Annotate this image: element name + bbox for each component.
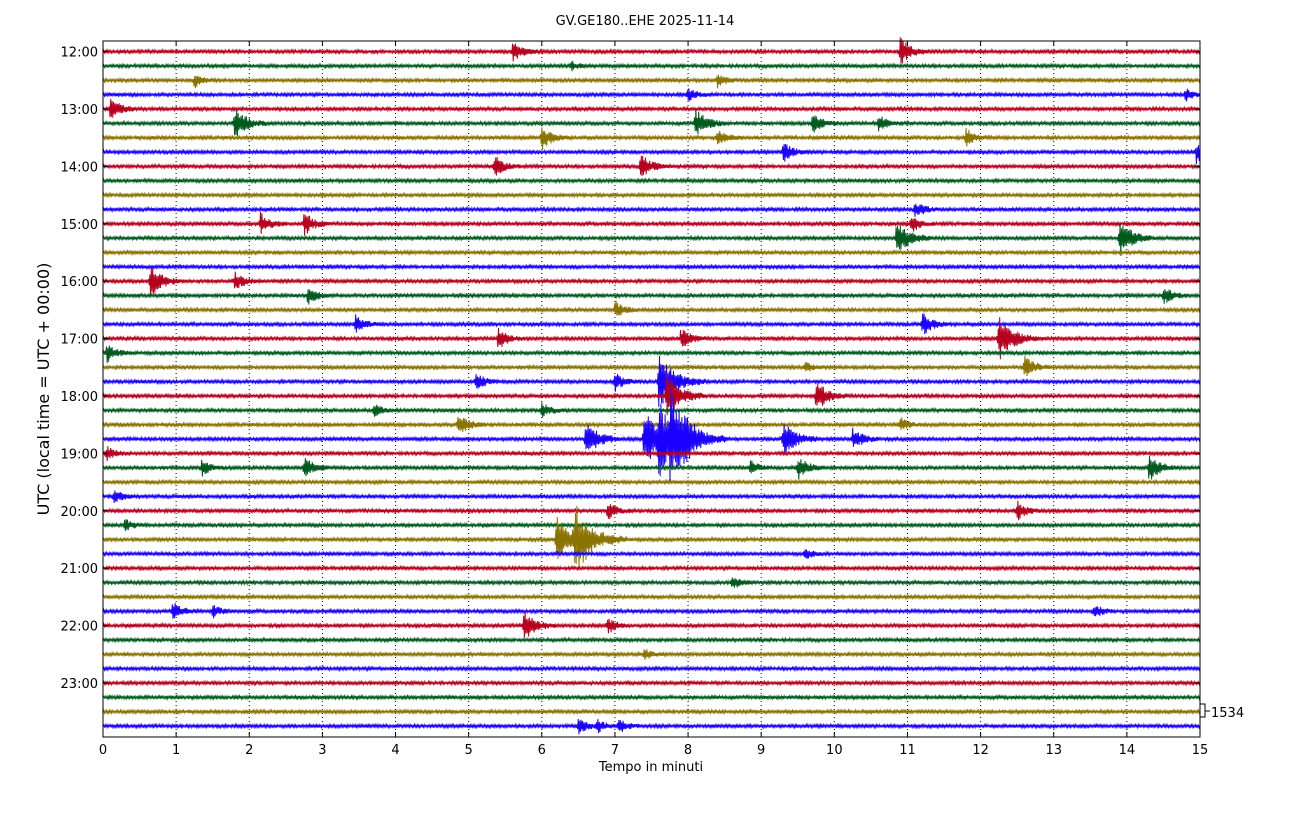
seismic-trace	[102, 636, 1201, 644]
seismic-trace	[102, 248, 1201, 257]
seismic-trace	[102, 203, 1201, 217]
seismic-trace	[102, 211, 1201, 236]
x-tick-label: 10	[826, 743, 843, 758]
y-tick-label: 21:00	[61, 562, 98, 577]
seismic-trace	[102, 345, 1201, 363]
seismic-trace	[102, 665, 1201, 673]
seismic-trace	[102, 98, 1201, 118]
x-tick-label: 8	[684, 743, 692, 758]
seismic-trace	[102, 88, 1201, 102]
x-ticks: 0 1 2 3 4 5 6 7 8 9 10 11 12 13 14 15	[99, 41, 1208, 758]
seismic-trace	[102, 505, 1201, 568]
y-tick-label: 16:00	[61, 275, 98, 290]
grid-lines	[175, 41, 1128, 737]
y-tick-label: 17:00	[61, 333, 98, 348]
scale-label: 1534	[1211, 706, 1244, 721]
y-tick-label: 22:00	[61, 620, 98, 635]
seismic-trace	[102, 549, 1201, 559]
x-tick-label: 2	[245, 743, 253, 758]
seismic-trace	[102, 355, 1201, 407]
scale-bar: 1534	[1199, 703, 1244, 721]
seismic-trace	[102, 649, 1201, 660]
seismic-trace	[102, 577, 1201, 588]
seismic-trace	[102, 355, 1201, 377]
seismic-trace	[102, 718, 1201, 735]
y-ticks: 12:00 13:00 14:00 15:00 16:00 17:00 18:00 19:00…	[61, 46, 1200, 692]
plot-frame	[102, 40, 1201, 738]
x-tick-label: 15	[1192, 743, 1209, 758]
seismic-trace	[102, 155, 1201, 177]
seismic-trace	[102, 478, 1201, 486]
seismic-trace	[102, 679, 1201, 687]
scale-bracket	[1199, 703, 1206, 718]
seismic-trace	[102, 37, 1201, 64]
seismic-trace	[102, 74, 1201, 89]
seismic-trace	[102, 263, 1201, 271]
x-tick-label: 13	[1045, 743, 1062, 758]
seismic-trace	[102, 693, 1201, 701]
x-tick-label: 14	[1119, 743, 1136, 758]
seismic-trace	[102, 127, 1201, 150]
seismic-trace	[102, 60, 1201, 72]
seismic-trace	[102, 519, 1201, 532]
y-axis-label: UTC (local time = UTC + 00:00)	[34, 263, 53, 516]
seismic-trace	[102, 317, 1201, 360]
x-tick-label: 12	[972, 743, 989, 758]
x-tick-label: 6	[538, 743, 546, 758]
y-tick-label: 18:00	[61, 390, 98, 405]
chart-title: GV.GE180..EHE 2025-11-14	[556, 14, 735, 29]
seismic-trace	[102, 490, 1201, 503]
seismic-trace	[102, 313, 1201, 335]
seismic-trace	[102, 602, 1201, 619]
x-tick-label: 1	[172, 743, 180, 758]
y-tick-label: 23:00	[61, 677, 98, 692]
x-tick-label: 4	[391, 743, 399, 758]
seismic-trace	[102, 455, 1201, 480]
seismic-trace	[102, 191, 1201, 199]
y-tick-label: 19:00	[61, 447, 98, 462]
seismic-trace	[102, 402, 1201, 418]
seismic-trace	[102, 373, 1201, 416]
seismic-trace	[102, 288, 1201, 305]
seismic-trace	[102, 143, 1201, 165]
seismic-trace	[102, 267, 1201, 297]
x-tick-label: 7	[611, 743, 619, 758]
seismic-trace	[102, 300, 1201, 316]
x-axis-label: Tempo in minuti	[598, 760, 703, 775]
seismic-trace	[102, 500, 1201, 521]
seismic-trace	[102, 446, 1201, 461]
seismic-trace	[102, 564, 1201, 572]
x-tick-label: 9	[757, 743, 765, 758]
y-tick-label: 20:00	[61, 505, 98, 520]
seismic-trace	[102, 108, 1201, 137]
x-tick-label: 0	[99, 743, 107, 758]
seismic-trace	[102, 177, 1201, 185]
seismic-trace	[102, 708, 1201, 716]
seismic-trace	[102, 221, 1201, 256]
x-tick-label: 5	[465, 743, 473, 758]
x-tick-label: 11	[899, 743, 916, 758]
y-tick-label: 13:00	[61, 103, 98, 118]
y-tick-label: 15:00	[61, 218, 98, 233]
trace-group	[102, 37, 1201, 735]
seismic-trace	[102, 387, 1201, 483]
y-tick-label: 12:00	[61, 46, 98, 61]
seismic-trace	[102, 611, 1201, 638]
x-tick-label: 3	[318, 743, 326, 758]
seismic-trace	[102, 593, 1201, 601]
y-tick-label: 14:00	[61, 160, 98, 175]
